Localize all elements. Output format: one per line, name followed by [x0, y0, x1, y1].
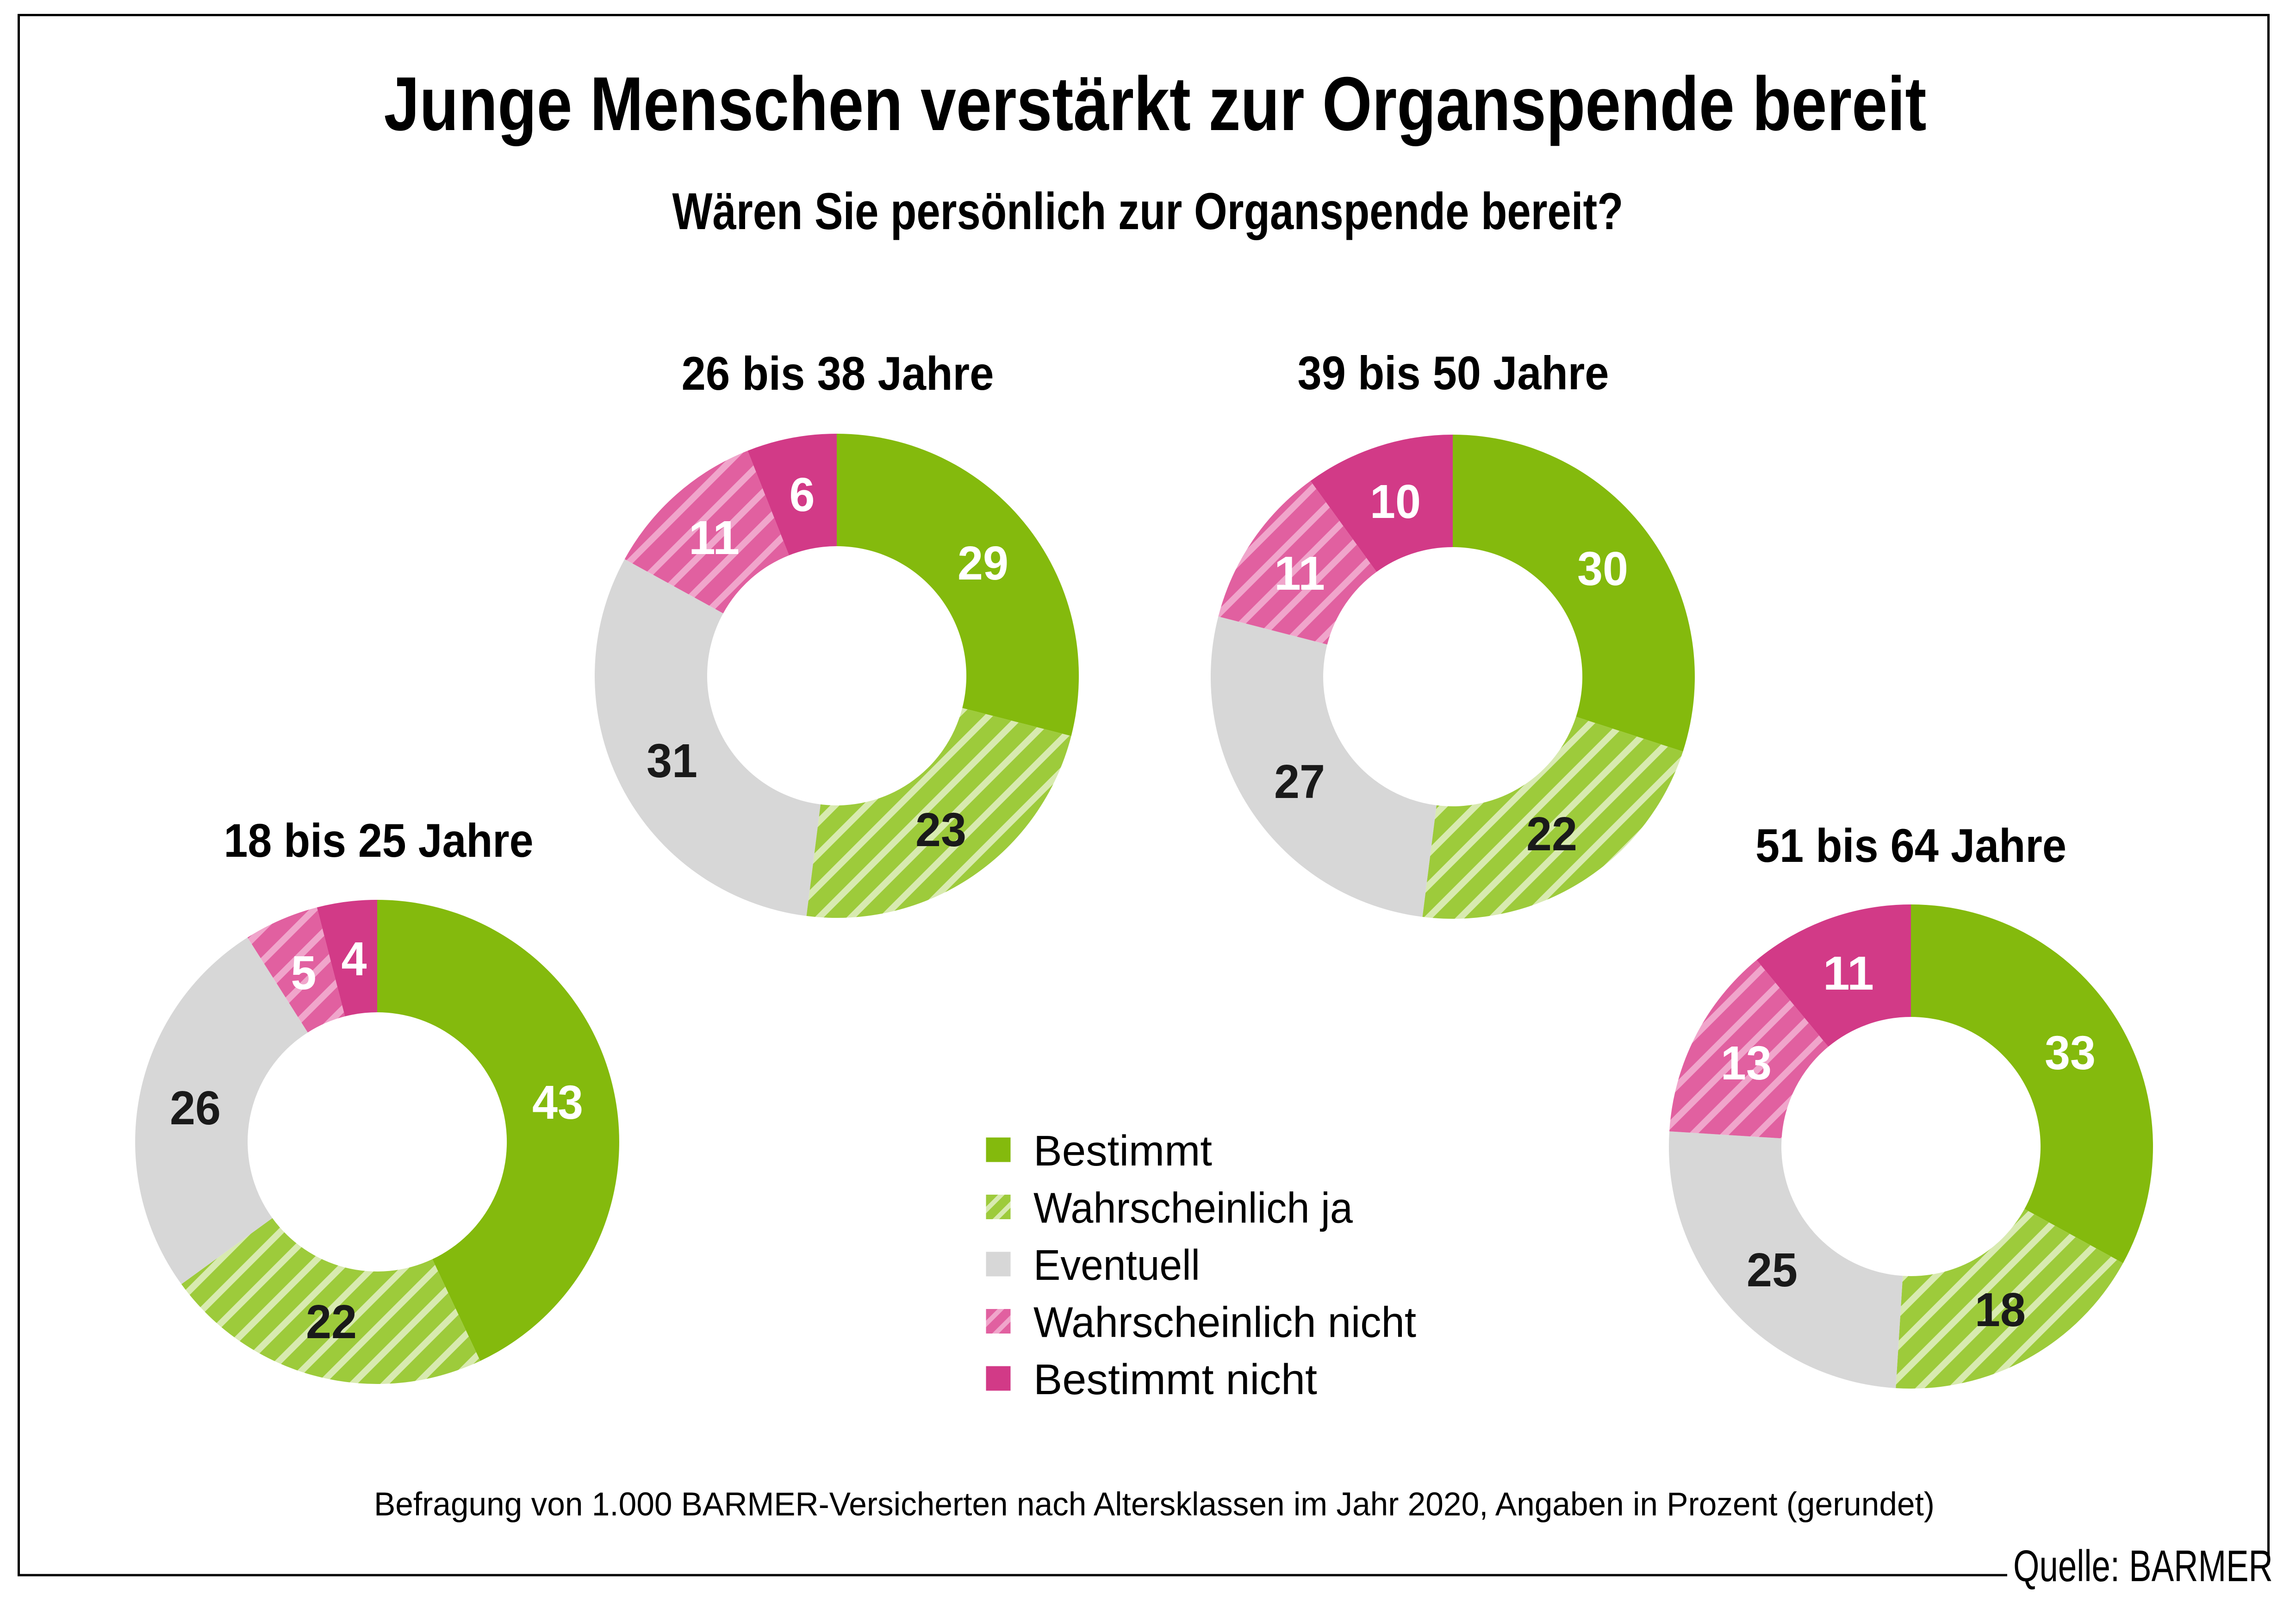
svg-text:26: 26 [170, 1081, 221, 1134]
svg-text:27: 27 [1274, 755, 1325, 808]
svg-text:Eventuell: Eventuell [1033, 1241, 1200, 1289]
svg-text:Bestimmt nicht: Bestimmt nicht [1033, 1355, 1317, 1403]
svg-text:43: 43 [532, 1076, 583, 1129]
svg-text:5: 5 [291, 946, 317, 999]
svg-text:31: 31 [647, 734, 697, 787]
svg-text:Wahrscheinlich nicht: Wahrscheinlich nicht [1033, 1298, 1416, 1346]
svg-text:25: 25 [1747, 1243, 1798, 1296]
svg-text:13: 13 [1721, 1036, 1772, 1090]
svg-text:30: 30 [1577, 542, 1628, 595]
svg-text:Wären Sie persönlich zur Organ: Wären Sie persönlich zur Organspende ber… [672, 182, 1624, 240]
svg-text:11: 11 [1823, 947, 1874, 1000]
svg-text:6: 6 [790, 468, 815, 521]
svg-text:51 bis 64 Jahre: 51 bis 64 Jahre [1755, 819, 2066, 872]
svg-text:Befragung von 1.000 BARMER-Ver: Befragung von 1.000 BARMER-Versicherten … [374, 1486, 1935, 1523]
svg-text:Quelle: BARMER: Quelle: BARMER [2013, 1541, 2273, 1591]
svg-text:22: 22 [306, 1295, 357, 1348]
svg-text:26 bis 38 Jahre: 26 bis 38 Jahre [682, 347, 994, 400]
svg-text:Junge Menschen verstärkt zur O: Junge Menschen verstärkt zur Organspende… [384, 61, 1927, 146]
svg-text:39 bis 50 Jahre: 39 bis 50 Jahre [1298, 347, 1609, 399]
svg-text:10: 10 [1370, 475, 1421, 528]
svg-text:11: 11 [689, 511, 740, 564]
svg-text:22: 22 [1526, 807, 1577, 860]
svg-text:Bestimmt: Bestimmt [1033, 1127, 1212, 1175]
svg-text:29: 29 [958, 536, 1008, 590]
svg-text:18: 18 [1975, 1283, 2026, 1336]
svg-text:4: 4 [342, 932, 367, 985]
svg-text:33: 33 [2045, 1026, 2096, 1079]
svg-text:11: 11 [1274, 547, 1325, 600]
svg-text:Wahrscheinlich ja: Wahrscheinlich ja [1033, 1184, 1353, 1232]
svg-text:18 bis 25 Jahre: 18 bis 25 Jahre [224, 814, 534, 867]
svg-text:23: 23 [915, 803, 966, 856]
